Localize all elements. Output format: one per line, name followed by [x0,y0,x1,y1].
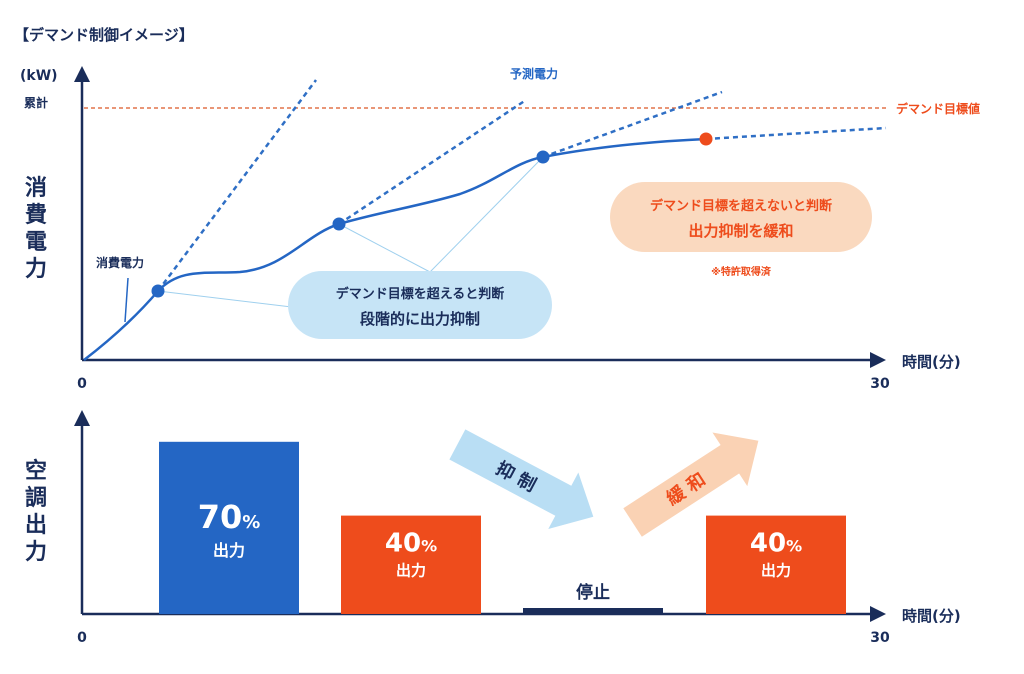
output-bar-2-value: 40% [385,529,437,559]
forecast-label: 予測電力 [510,66,558,81]
output-bar-3-label: 停止 [576,582,610,603]
output-bar-4-label: 出力 [761,562,791,580]
callout-suppress [288,271,552,339]
point-4 [699,132,713,146]
callout-relax [610,182,872,252]
output-bar-4 [706,515,846,614]
forecast-line-4 [705,126,887,141]
top-x-min: 0 [77,376,87,392]
consumption-pointer [124,277,129,323]
bottom-y-title: 空調出力 [25,458,47,565]
bottom-x-min: 0 [77,630,87,646]
forecast-line-2 [338,98,527,226]
output-chart: 空調出力 0 30 時間(分) 70% 出力 40% 出力 停止 40% 出力 … [25,410,961,646]
callout-relax-line2: 出力抑制を緩和 [688,222,793,240]
top-y-sub: 累計 [24,95,48,110]
callout-pointer-2 [338,223,431,273]
top-y-unit: (kW) [20,68,58,84]
output-bar-2-label: 出力 [396,562,426,580]
forecast-line-1 [156,79,318,292]
callout-suppress-line1: デマンド目標を超えると判断 [336,286,505,302]
forecast-line-3 [542,90,723,159]
top-x-label: 時間(分) [902,353,961,371]
demand-target-label: デマンド目標値 [896,101,980,116]
point-3 [536,150,550,164]
callout-pointer-3 [429,156,544,273]
output-bar-1 [159,441,299,614]
output-bar-4-value: 40% [750,529,802,559]
output-bar-1-value: 70% [198,498,261,536]
top-y-title: 消費電力 [25,176,47,282]
point-1 [151,284,165,298]
consumption-chart: (kW) 累計 消費電力 0 30 時間(分) デマンド目標値 予測電力 消費電… [20,66,980,392]
point-2 [332,217,346,231]
output-bar-3-stop [523,608,663,614]
output-bar-2 [341,515,481,614]
output-bar-1-label: 出力 [213,541,245,560]
top-x-arrowhead [870,352,886,368]
callout-relax-line1: デマンド目標を超えないと判断 [650,198,832,214]
bottom-y-arrowhead [74,410,90,426]
patent-note: ※特許取得済 [711,265,772,278]
callout-suppress-line2: 段階的に出力抑制 [360,310,480,328]
bottom-x-label: 時間(分) [902,607,961,625]
consumption-label: 消費電力 [96,255,144,270]
callout-pointer-1 [157,290,301,309]
bottom-x-arrowhead [870,606,886,622]
diagram-heading: 【デマンド制御イメージ】 [14,26,194,44]
bottom-x-max: 30 [870,630,890,646]
top-x-max: 30 [870,376,890,392]
top-y-arrowhead [74,66,90,82]
